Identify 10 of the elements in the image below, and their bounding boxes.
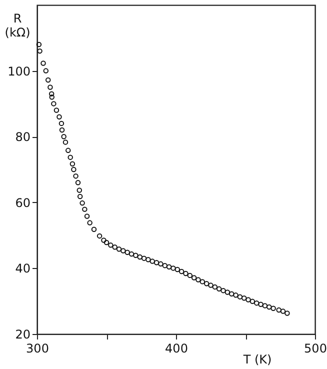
x-tick-label: 400: [165, 342, 188, 356]
y-tick-label: 60: [15, 196, 30, 210]
y-tick-label: 80: [15, 130, 30, 144]
y-axis-title: R (kΩ): [4, 12, 30, 40]
y-tick-label: 100: [8, 64, 30, 78]
x-tick-label: 500: [304, 342, 327, 356]
y-tick-label: 40: [15, 262, 30, 276]
x-tick-label: 300: [26, 342, 49, 356]
y-tick-label: 20: [15, 328, 30, 342]
x-axis-title: T (K): [242, 352, 272, 366]
